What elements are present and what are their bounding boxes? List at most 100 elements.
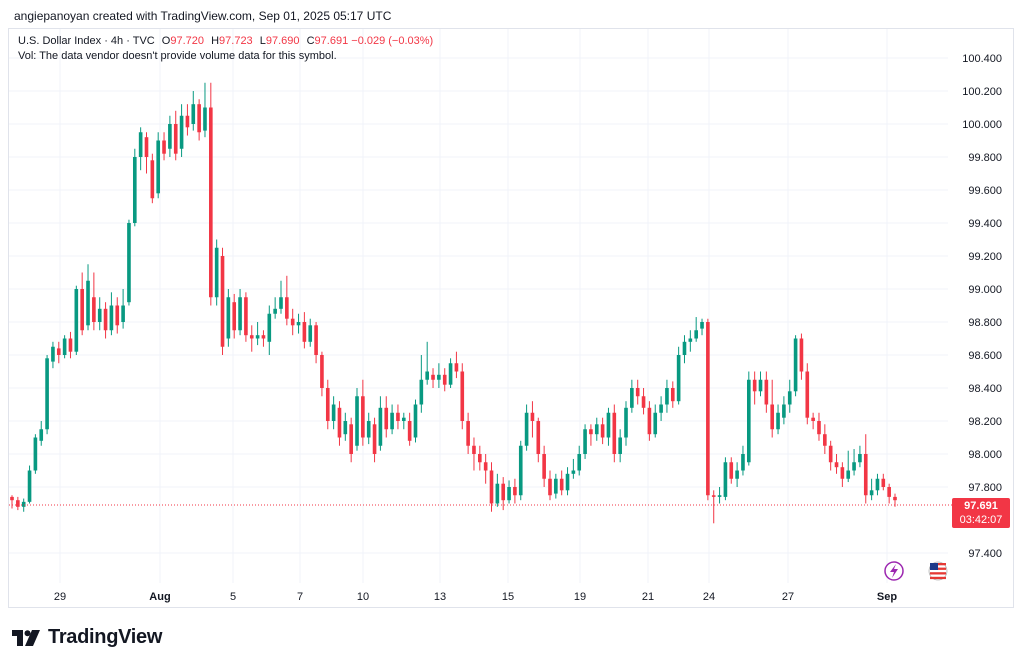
candle[interactable]: [273, 297, 277, 319]
candle[interactable]: [255, 322, 260, 346]
candle[interactable]: [191, 91, 196, 131]
candle[interactable]: [448, 358, 453, 388]
candle[interactable]: [144, 132, 149, 174]
candle[interactable]: [659, 396, 663, 421]
candle[interactable]: [863, 434, 868, 504]
candle[interactable]: [127, 219, 131, 306]
candle[interactable]: [431, 368, 435, 388]
candle[interactable]: [372, 417, 377, 463]
candle[interactable]: [875, 473, 880, 496]
candle[interactable]: [478, 445, 482, 471]
candle[interactable]: [279, 280, 283, 314]
candle[interactable]: [390, 404, 394, 435]
candle[interactable]: [62, 335, 67, 359]
candle[interactable]: [828, 440, 833, 471]
candle[interactable]: [21, 498, 26, 512]
candle[interactable]: [267, 305, 272, 356]
candle[interactable]: [209, 82, 213, 306]
candle[interactable]: [577, 445, 582, 476]
candle[interactable]: [33, 434, 38, 474]
candle[interactable]: [314, 322, 318, 364]
candle[interactable]: [723, 457, 728, 501]
candle[interactable]: [776, 404, 780, 435]
candle[interactable]: [823, 424, 827, 454]
candle[interactable]: [185, 104, 190, 136]
candle[interactable]: [366, 412, 371, 445]
candle[interactable]: [805, 363, 810, 425]
candle[interactable]: [121, 289, 125, 329]
candle[interactable]: [554, 473, 558, 499]
candle[interactable]: [361, 379, 365, 446]
candle[interactable]: [799, 333, 804, 380]
candle[interactable]: [355, 388, 359, 451]
candle[interactable]: [179, 104, 184, 157]
candle[interactable]: [203, 82, 207, 138]
candle[interactable]: [846, 450, 851, 483]
candle[interactable]: [261, 330, 266, 347]
candle[interactable]: [752, 371, 757, 405]
candle[interactable]: [80, 272, 84, 336]
candle[interactable]: [68, 331, 73, 359]
candle[interactable]: [770, 379, 775, 438]
candle[interactable]: [156, 132, 161, 199]
candle[interactable]: [442, 368, 447, 392]
tradingview-logo[interactable]: TradingView: [12, 626, 162, 649]
candle[interactable]: [542, 445, 546, 487]
candle[interactable]: [495, 473, 500, 507]
candle[interactable]: [641, 388, 646, 415]
candle[interactable]: [735, 462, 739, 487]
candle[interactable]: [220, 247, 225, 355]
candle[interactable]: [97, 297, 102, 331]
candle[interactable]: [226, 289, 231, 347]
candle[interactable]: [501, 477, 506, 511]
candle[interactable]: [589, 424, 593, 446]
candle[interactable]: [419, 355, 424, 413]
candle[interactable]: [396, 404, 400, 430]
candle[interactable]: [612, 404, 617, 463]
candle[interactable]: [840, 462, 845, 487]
candle[interactable]: [132, 148, 137, 227]
candle[interactable]: [881, 473, 886, 491]
candle[interactable]: [764, 371, 769, 413]
candle[interactable]: [39, 421, 44, 446]
candle[interactable]: [700, 318, 704, 336]
candle[interactable]: [559, 470, 564, 496]
candle[interactable]: [647, 401, 652, 441]
candle[interactable]: [413, 399, 418, 443]
candle[interactable]: [594, 417, 599, 441]
candle[interactable]: [513, 478, 517, 504]
candle[interactable]: [296, 313, 301, 334]
candle[interactable]: [793, 335, 798, 397]
candle[interactable]: [56, 341, 61, 364]
candle[interactable]: [27, 465, 32, 504]
candle[interactable]: [16, 496, 20, 511]
candle[interactable]: [518, 440, 523, 501]
candle[interactable]: [717, 487, 722, 504]
candle[interactable]: [138, 127, 143, 171]
chart-frame[interactable]: [8, 28, 1014, 608]
candle[interactable]: [571, 458, 576, 479]
candle[interactable]: [460, 363, 465, 430]
candle[interactable]: [238, 289, 242, 336]
candle[interactable]: [173, 110, 178, 161]
candle[interactable]: [325, 379, 330, 430]
candle[interactable]: [425, 341, 429, 385]
candle[interactable]: [665, 379, 669, 413]
candle[interactable]: [583, 424, 587, 459]
candle[interactable]: [86, 264, 90, 331]
candle[interactable]: [536, 417, 541, 463]
candle[interactable]: [162, 132, 166, 161]
candle[interactable]: [302, 312, 307, 349]
candle[interactable]: [565, 467, 570, 496]
candle[interactable]: [103, 302, 108, 339]
candle[interactable]: [834, 454, 839, 474]
candle[interactable]: [670, 381, 675, 408]
candle[interactable]: [331, 396, 336, 430]
candle[interactable]: [384, 396, 389, 438]
candle[interactable]: [507, 480, 511, 504]
candle[interactable]: [741, 445, 745, 476]
candle[interactable]: [676, 346, 681, 405]
candle[interactable]: [682, 335, 687, 364]
candle[interactable]: [285, 275, 289, 326]
